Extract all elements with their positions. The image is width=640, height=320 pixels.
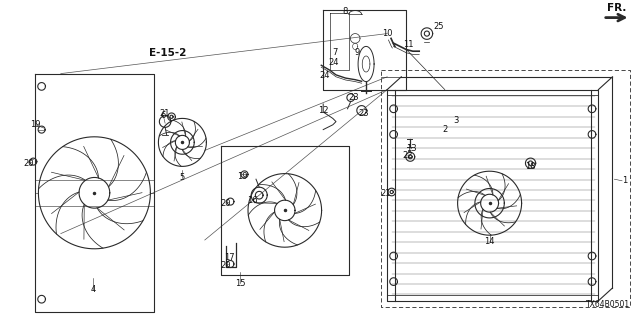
Text: 22: 22: [403, 151, 413, 160]
Text: 19: 19: [31, 120, 41, 129]
Text: 24: 24: [329, 58, 339, 67]
Text: 20: 20: [220, 199, 230, 208]
Text: 21: 21: [160, 109, 170, 118]
Text: 17: 17: [224, 253, 234, 262]
Text: 9: 9: [355, 48, 360, 57]
Text: 5: 5: [180, 173, 185, 182]
Text: 4: 4: [90, 285, 95, 294]
Text: 12: 12: [318, 106, 328, 115]
Text: 16: 16: [248, 196, 258, 204]
Text: TX64B0501: TX64B0501: [586, 300, 630, 309]
Text: 6: 6: [161, 111, 166, 120]
Text: 11: 11: [403, 40, 413, 49]
Text: 23: 23: [349, 93, 359, 102]
Text: 13: 13: [406, 144, 417, 153]
Text: 14: 14: [484, 237, 495, 246]
Text: FR.: FR.: [607, 4, 626, 13]
Text: 8: 8: [342, 7, 348, 16]
Text: 15: 15: [235, 279, 245, 288]
Text: 18: 18: [525, 162, 536, 171]
Text: 2: 2: [442, 125, 447, 134]
Text: 25: 25: [433, 22, 444, 31]
Text: 7: 7: [332, 48, 337, 57]
Text: 3: 3: [453, 116, 458, 124]
Text: 10: 10: [382, 29, 392, 38]
Text: 19: 19: [237, 172, 247, 180]
Text: 1: 1: [622, 176, 627, 185]
Text: 24: 24: [320, 71, 330, 80]
Text: 20: 20: [220, 261, 230, 270]
Text: 21: 21: [381, 189, 391, 198]
Text: 20: 20: [24, 159, 34, 168]
Text: 23: 23: [358, 109, 369, 118]
Text: E-15-2: E-15-2: [149, 48, 186, 58]
